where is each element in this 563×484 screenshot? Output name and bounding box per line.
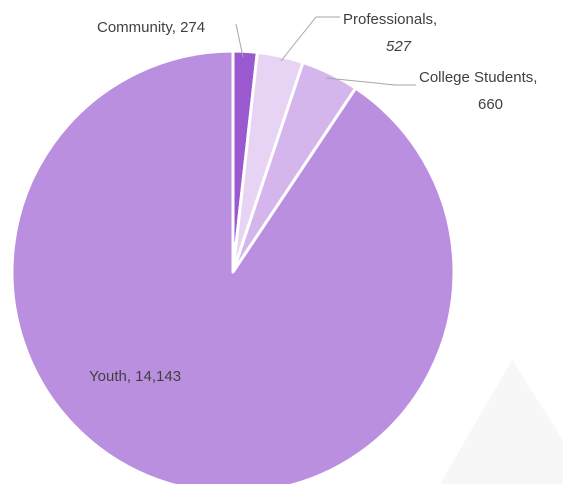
watermark-shape [440,360,563,484]
data-label-college-students-value: 660 [478,96,503,113]
data-label-professionals-name: Professionals, [343,11,437,28]
pie-slice-youth [10,49,456,484]
leader-line-community [235,23,244,58]
leader-line-professionals [280,16,340,62]
data-labels: Community, 274 Professionals, 527 College S… [89,11,537,385]
data-label-community: Community, 274 [97,19,205,36]
data-label-college-students-name: College Students, [419,69,537,86]
pie-slices [10,49,456,484]
leader-line-college-students [325,77,416,86]
data-label-professionals-value: 527 [386,38,412,55]
data-label-youth: Youth, 14,143 [89,368,181,385]
leader-lines [235,16,416,86]
